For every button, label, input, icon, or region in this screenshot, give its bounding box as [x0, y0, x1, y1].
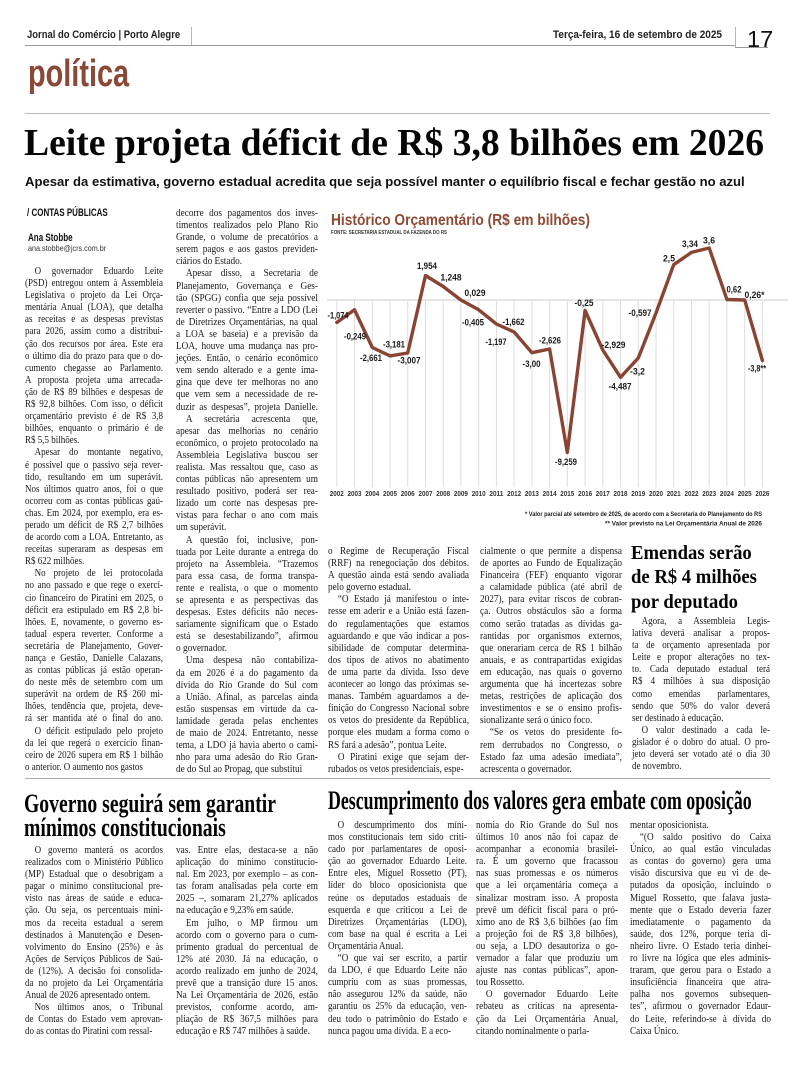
svg-text:2012: 2012 — [507, 491, 521, 498]
svg-text:Histórico Orçamentário (R$ em: Histórico Orçamentário (R$ em bilhões) — [331, 212, 590, 229]
svg-text:-1,197: -1,197 — [486, 337, 507, 348]
svg-text:FONTE: SECRETARIA ESTADUAL DA: FONTE: SECRETARIA ESTADUAL DA FAZENDA DO… — [331, 230, 447, 236]
svg-text:2005: 2005 — [383, 491, 397, 498]
svg-text:2013: 2013 — [525, 491, 539, 498]
svg-text:2016: 2016 — [578, 491, 592, 498]
svg-text:3,6: 3,6 — [703, 236, 715, 247]
svg-text:-2,626: -2,626 — [539, 336, 561, 347]
svg-text:2008: 2008 — [436, 491, 450, 498]
svg-text:-4,487: -4,487 — [609, 382, 632, 393]
svg-text:** Valor previsto na Lei Orçam: ** Valor previsto na Lei Orçamentária An… — [605, 521, 762, 528]
svg-text:2009: 2009 — [454, 491, 468, 498]
svg-text:2011: 2011 — [489, 491, 503, 498]
svg-text:2007: 2007 — [419, 491, 433, 498]
svg-text:2021: 2021 — [667, 491, 681, 498]
svg-text:3,34: 3,34 — [682, 239, 699, 250]
svg-text:-3,8**: -3,8** — [748, 364, 766, 375]
svg-text:2017: 2017 — [596, 491, 610, 498]
svg-text:2004: 2004 — [365, 491, 379, 498]
svg-text:2010: 2010 — [472, 491, 486, 498]
svg-text:2020: 2020 — [649, 491, 663, 498]
svg-text:-0,597: -0,597 — [629, 308, 652, 319]
svg-text:-1,662: -1,662 — [503, 317, 525, 328]
svg-text:2014: 2014 — [543, 491, 557, 498]
svg-text:0,62: 0,62 — [727, 285, 742, 296]
svg-text:0,26*: 0,26* — [745, 290, 765, 301]
svg-text:2022: 2022 — [685, 491, 699, 498]
svg-text:-0,405: -0,405 — [462, 318, 485, 329]
svg-text:* Valor parcial até setembro d: * Valor parcial até setembro de 2025, de… — [525, 511, 762, 518]
svg-text:2,5: 2,5 — [663, 254, 676, 265]
svg-text:2015: 2015 — [560, 491, 574, 498]
svg-text:2003: 2003 — [348, 491, 362, 498]
svg-text:-3,007: -3,007 — [398, 356, 421, 367]
svg-text:-1,074: -1,074 — [328, 311, 350, 322]
svg-text:0,029: 0,029 — [465, 288, 486, 299]
svg-text:-0,25: -0,25 — [575, 298, 595, 309]
svg-text:2019: 2019 — [631, 491, 645, 498]
svg-text:-3,181: -3,181 — [383, 340, 406, 351]
svg-text:2018: 2018 — [614, 491, 628, 498]
svg-text:2002: 2002 — [330, 491, 344, 498]
svg-text:1,248: 1,248 — [441, 273, 462, 284]
svg-text:-9,259: -9,259 — [555, 457, 577, 468]
svg-text:2024: 2024 — [720, 491, 734, 498]
svg-text:2025: 2025 — [738, 491, 752, 498]
svg-text:-2,661: -2,661 — [360, 353, 383, 364]
svg-text:2023: 2023 — [702, 491, 716, 498]
svg-text:-0,249: -0,249 — [344, 332, 366, 343]
svg-text:-3,00: -3,00 — [523, 359, 541, 370]
svg-text:-2,929: -2,929 — [602, 340, 626, 351]
svg-text:-3,2: -3,2 — [630, 367, 645, 378]
svg-text:2026: 2026 — [755, 491, 769, 498]
svg-text:1,954: 1,954 — [417, 261, 438, 272]
svg-text:2006: 2006 — [401, 491, 415, 498]
